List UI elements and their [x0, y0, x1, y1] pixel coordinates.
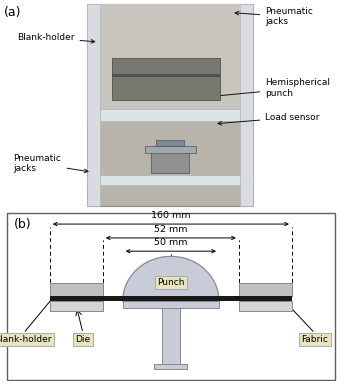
Text: (b): (b) [13, 218, 31, 231]
Text: Die: Die [75, 335, 90, 344]
Text: Blank-holder: Blank-holder [0, 335, 52, 344]
Bar [112, 74, 220, 77]
Bar [154, 364, 187, 368]
Text: Blank-holder: Blank-holder [17, 33, 95, 43]
Bar [123, 301, 219, 308]
Bar [87, 4, 100, 206]
Bar [144, 146, 196, 153]
Bar [151, 151, 189, 173]
Text: (a): (a) [3, 6, 21, 19]
Bar [239, 301, 292, 311]
Text: Fabric: Fabric [302, 335, 328, 344]
Bar [87, 4, 253, 117]
Text: Pneumatic
jacks: Pneumatic jacks [235, 7, 313, 27]
Bar [239, 283, 292, 296]
Bar [240, 4, 253, 206]
Bar [50, 301, 103, 311]
Bar [87, 4, 253, 206]
Bar [162, 308, 180, 364]
Bar [50, 283, 103, 296]
Bar [87, 175, 253, 186]
Bar [50, 296, 292, 301]
Bar [156, 141, 184, 146]
Text: Punch: Punch [157, 278, 185, 287]
Text: Pneumatic
jacks: Pneumatic jacks [14, 154, 88, 173]
Text: 50 mm: 50 mm [154, 238, 188, 248]
Bar [112, 58, 220, 100]
Text: 160 mm: 160 mm [151, 211, 191, 220]
Text: Hemispherical
punch: Hemispherical punch [215, 79, 330, 98]
Polygon shape [123, 256, 219, 301]
Text: Load sensor: Load sensor [218, 113, 320, 125]
Bar [87, 109, 253, 121]
Text: 52 mm: 52 mm [154, 225, 188, 234]
